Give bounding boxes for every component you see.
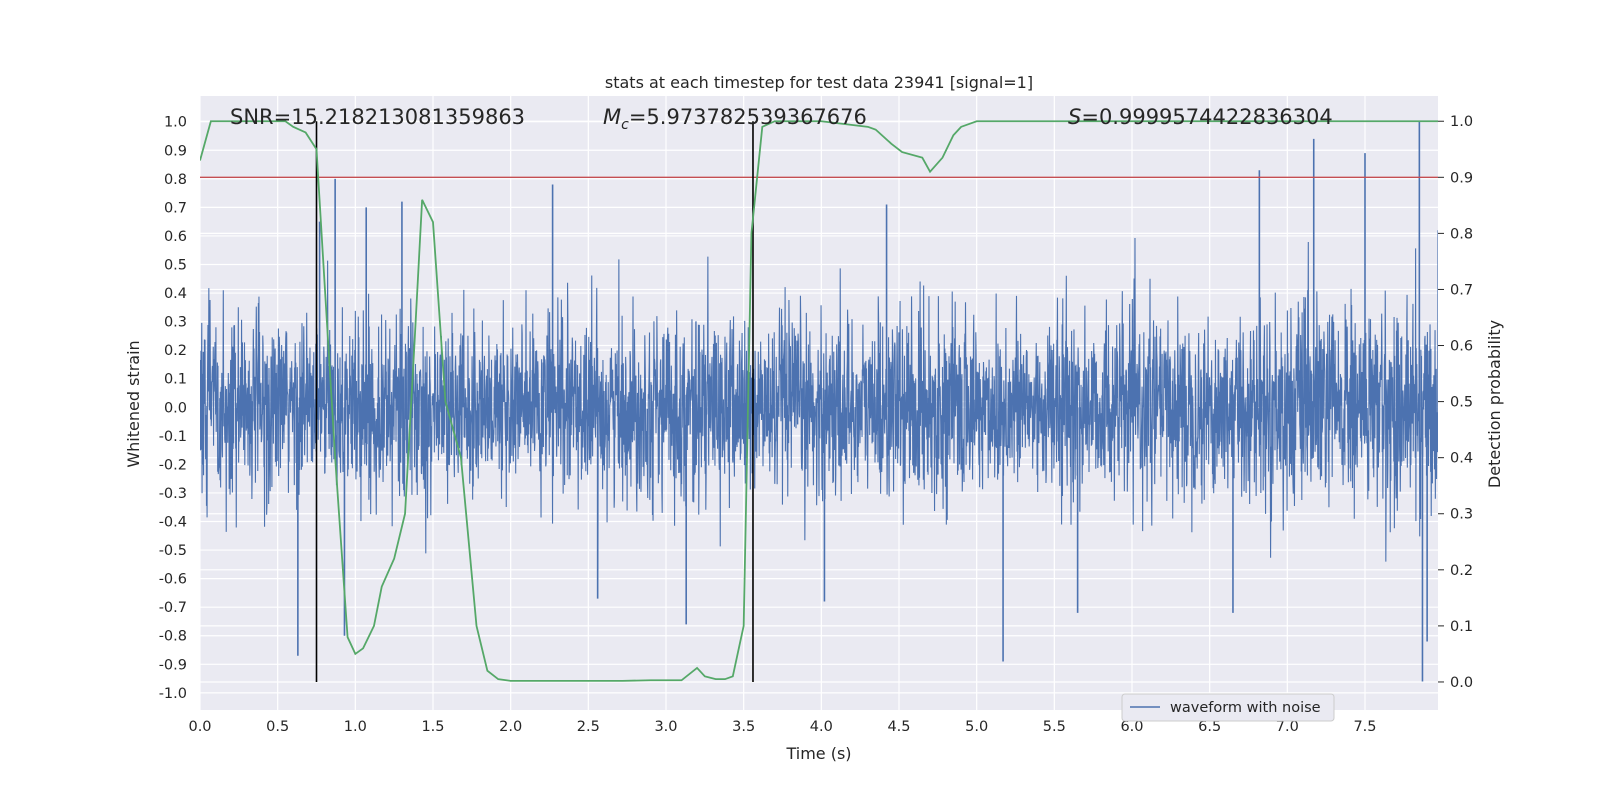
waveform-line bbox=[200, 230, 1438, 570]
waveform-series bbox=[200, 121, 1438, 682]
overlay-lines bbox=[200, 120, 1438, 682]
legend: waveform with noise bbox=[1121, 693, 1335, 722]
y-right-tick-label: 0.0 bbox=[1450, 675, 1473, 691]
y-right-axis-label: Detection probability bbox=[1485, 320, 1504, 488]
y-tick-label: 0.0 bbox=[164, 400, 187, 416]
x-tick-label: 0.5 bbox=[266, 719, 289, 735]
x-tick-label: 6.0 bbox=[1120, 719, 1143, 735]
legend-box bbox=[1121, 693, 1335, 722]
y-tick-label: 0.5 bbox=[164, 257, 187, 273]
x-tick-label: 5.0 bbox=[965, 719, 988, 735]
y-right-tick-label: 0.8 bbox=[1450, 226, 1473, 242]
snr-annotation: SNR=15.218213081359863 bbox=[230, 105, 525, 129]
x-tick-label: 7.5 bbox=[1353, 719, 1376, 735]
y-right-tick-label: 0.6 bbox=[1450, 339, 1473, 355]
y-tick-label: 0.3 bbox=[164, 315, 187, 331]
y-right-tick-label: 0.5 bbox=[1450, 395, 1473, 411]
y-tick-label: -0.4 bbox=[159, 515, 187, 531]
mc-value: =5.973782539367676 bbox=[629, 105, 867, 129]
s-annotation: S=0.9999574422836304 bbox=[1068, 105, 1333, 129]
x-tick-label: 3.5 bbox=[732, 719, 755, 735]
y-right-tick-label: 0.4 bbox=[1450, 451, 1473, 467]
chart-title: stats at each timestep for test data 239… bbox=[605, 73, 1033, 92]
y-tick-label: 0.1 bbox=[164, 372, 187, 388]
y-tick-label: -0.9 bbox=[159, 657, 187, 673]
mc-subscript: c bbox=[621, 117, 629, 133]
y-axis-label: Whitened strain bbox=[124, 340, 143, 467]
y-tick-label: 0.4 bbox=[164, 286, 187, 302]
s-symbol: S bbox=[1068, 105, 1081, 129]
x-tick-label: 2.5 bbox=[577, 719, 600, 735]
s-value: =0.9999574422836304 bbox=[1081, 105, 1332, 129]
mc-annotation: Mc=5.973782539367676 bbox=[603, 105, 867, 133]
y-tick-label: -0.2 bbox=[159, 457, 187, 473]
x-tick-label: 5.5 bbox=[1043, 719, 1066, 735]
axis-ticks: 0.0 0.5 1.0 1.5 2.0 2.5 3.0 3.5 4.0 4.5 5.0 5.5 6.0 6… bbox=[159, 114, 1473, 735]
y-tick-label: 0.6 bbox=[164, 229, 187, 245]
y-right-tick-label: 0.1 bbox=[1450, 619, 1473, 635]
x-tick-label: 4.0 bbox=[810, 719, 833, 735]
x-tick-label: 7.0 bbox=[1276, 719, 1299, 735]
x-axis-label: Time (s) bbox=[785, 744, 851, 763]
y-tick-label: 0.2 bbox=[164, 343, 187, 359]
y-right-tick-label: 0.7 bbox=[1450, 282, 1473, 298]
y-right-tick-label: 0.2 bbox=[1450, 563, 1473, 579]
plot-area bbox=[200, 120, 1438, 682]
legend-label: waveform with noise bbox=[1170, 700, 1321, 716]
detection-probability-line bbox=[200, 120, 1438, 682]
x-tick-label: 6.5 bbox=[1198, 719, 1221, 735]
x-tick-label: 1.0 bbox=[344, 719, 367, 735]
x-tick-label: 0.0 bbox=[188, 719, 211, 735]
y-tick-label: 0.7 bbox=[164, 200, 187, 216]
y-right-tick-label: 0.3 bbox=[1450, 507, 1473, 523]
x-tick-label: 4.5 bbox=[887, 719, 910, 735]
y-tick-label: -0.3 bbox=[159, 486, 187, 502]
y-tick-label: 0.9 bbox=[164, 143, 187, 159]
y-tick-label: 1.0 bbox=[164, 115, 187, 131]
y-tick-label: 0.8 bbox=[164, 172, 187, 188]
y-tick-label: -1.0 bbox=[159, 686, 187, 702]
mc-symbol: M bbox=[603, 105, 621, 129]
x-tick-label: 1.5 bbox=[421, 719, 444, 735]
y-right-tick-label: 0.9 bbox=[1450, 170, 1473, 186]
y-right-tick-label: 1.0 bbox=[1450, 114, 1473, 130]
y-tick-label: -0.8 bbox=[159, 629, 187, 645]
y-tick-label: -0.6 bbox=[159, 572, 187, 588]
y-tick-label: -0.7 bbox=[159, 600, 187, 616]
y-tick-label: -0.5 bbox=[159, 543, 187, 559]
x-tick-label: 3.0 bbox=[654, 719, 677, 735]
y-tick-label: -0.1 bbox=[159, 429, 187, 445]
x-tick-label: 2.0 bbox=[499, 719, 522, 735]
